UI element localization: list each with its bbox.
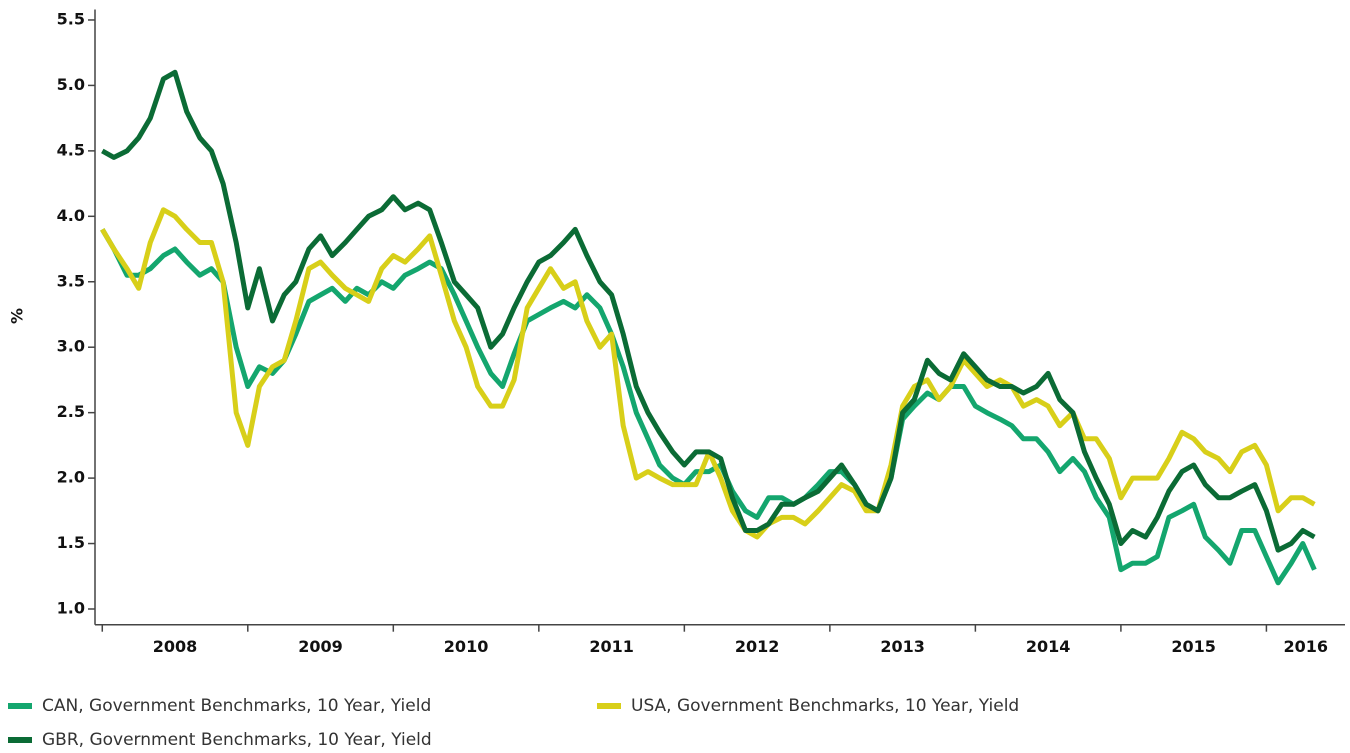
x-tick-label: 2009: [298, 637, 343, 656]
y-tick-label: 2.5: [57, 402, 85, 421]
x-tick-label: 2010: [444, 637, 489, 656]
y-tick-label: 4.5: [57, 140, 85, 159]
x-tick-label: 2011: [589, 637, 634, 656]
x-tick-label: 2014: [1026, 637, 1071, 656]
y-tick-label: 1.0: [57, 598, 85, 617]
x-tick-label: 2012: [735, 637, 780, 656]
series-line: [101, 69, 1316, 553]
legend-label: GBR, Government Benchmarks, 10 Year, Yie…: [42, 730, 432, 750]
y-tick-label: 5.5: [57, 9, 85, 28]
y-tick-label: 2.0: [57, 468, 85, 487]
series-line: [100, 207, 1316, 540]
legend-label: CAN, Government Benchmarks, 10 Year, Yie…: [42, 696, 431, 716]
series-line: [100, 228, 1317, 586]
x-tick-label: 2015: [1171, 637, 1216, 656]
x-tick-label: 2016: [1283, 637, 1328, 656]
y-tick-label: 3.0: [57, 337, 85, 356]
x-tick-label: 2013: [880, 637, 925, 656]
y-tick-label: 3.5: [57, 271, 85, 290]
legend-label: USA, Government Benchmarks, 10 Year, Yie…: [631, 696, 1019, 716]
legend-swatch: [8, 737, 32, 743]
y-tick-label: 1.5: [57, 533, 85, 552]
x-tick-label: 2008: [153, 637, 198, 656]
legend-swatch: [8, 703, 32, 709]
y-axis-label: %: [8, 308, 27, 324]
y-tick-label: 4.0: [57, 206, 85, 225]
legend-swatch: [597, 703, 621, 709]
y-tick-label: 5.0: [57, 75, 85, 94]
